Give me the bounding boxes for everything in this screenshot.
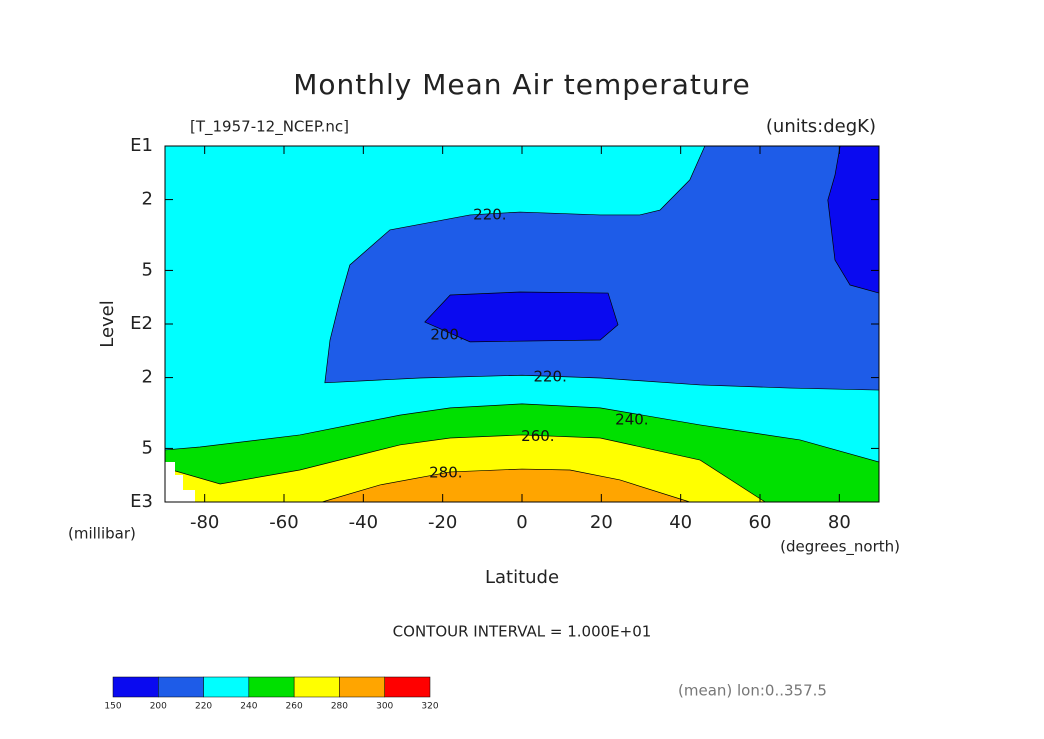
x-tick-label: -80 bbox=[190, 512, 219, 533]
note: (mean) lon:0..357.5 bbox=[678, 682, 827, 700]
colorbar-label: 260 bbox=[286, 702, 303, 712]
chart-title: Monthly Mean Air temperature bbox=[293, 68, 751, 101]
colorbar-label: 220 bbox=[195, 702, 212, 712]
footnote: CONTOUR INTERVAL = 1.000E+01 bbox=[393, 623, 652, 641]
contour-label: 220. bbox=[533, 367, 566, 385]
y-tick-label: E3 bbox=[130, 491, 153, 512]
x-tick-label: 40 bbox=[669, 512, 692, 533]
axes: 150 200 220 240 260 280 300 320-80 -60 -40 -20 0 20 4… bbox=[104, 135, 880, 712]
missing-cell bbox=[175, 475, 183, 502]
y-tick-label: 2 bbox=[142, 189, 153, 210]
contour-label: 240. bbox=[615, 410, 648, 428]
colorbar-box bbox=[384, 676, 431, 698]
units-label: (units:degK) bbox=[766, 116, 876, 137]
missing-cell bbox=[165, 462, 175, 502]
missing-cell bbox=[183, 490, 195, 502]
colorbar-box bbox=[203, 676, 250, 698]
missing-data bbox=[165, 462, 195, 502]
colorbar-label: 150 bbox=[104, 702, 121, 712]
y-axis-label: Level bbox=[97, 300, 118, 348]
colorbar-box bbox=[339, 676, 385, 698]
y-tick-label: 2 bbox=[142, 367, 153, 388]
colorbar-box bbox=[158, 676, 204, 698]
x-tick-label: 0 bbox=[516, 512, 527, 533]
colorbar-label: 300 bbox=[376, 702, 393, 712]
colorbar-box bbox=[112, 676, 159, 698]
contour-label: 280. bbox=[429, 463, 462, 481]
colorbar-box bbox=[248, 676, 295, 698]
y-tick-label: E1 bbox=[130, 135, 153, 156]
x-units: (degrees_north) bbox=[780, 538, 900, 557]
colorbar-label: 280 bbox=[331, 702, 348, 712]
colorbar-label: 240 bbox=[240, 702, 257, 712]
contour-label: 200. bbox=[430, 326, 463, 344]
contour-label: 260. bbox=[521, 427, 554, 445]
colorbar-box bbox=[293, 676, 340, 698]
x-tick-label: 60 bbox=[749, 512, 772, 533]
x-tick-label: 80 bbox=[828, 512, 851, 533]
x-tick-label: -40 bbox=[349, 512, 378, 533]
x-tick-label: 20 bbox=[590, 512, 613, 533]
y-tick-label: 5 bbox=[142, 437, 153, 458]
contour-region bbox=[424, 291, 619, 343]
subtitle: [T_1957-12_NCEP.nc] bbox=[190, 118, 349, 137]
y-units: (millibar) bbox=[68, 525, 136, 543]
x-axis-label: Latitude bbox=[485, 567, 559, 588]
x-tick-label: -20 bbox=[428, 512, 457, 533]
colorbar-label: 200 bbox=[150, 702, 167, 712]
contour-region bbox=[321, 468, 690, 503]
contour-label: 220. bbox=[473, 205, 506, 223]
y-tick-label: E2 bbox=[130, 313, 153, 334]
y-tick-label: 5 bbox=[142, 259, 153, 280]
plot-area: 220. 200. 220. 240. 260. 280. bbox=[164, 145, 880, 503]
colorbar-label: 320 bbox=[421, 702, 438, 712]
x-tick-label: -60 bbox=[269, 512, 298, 533]
